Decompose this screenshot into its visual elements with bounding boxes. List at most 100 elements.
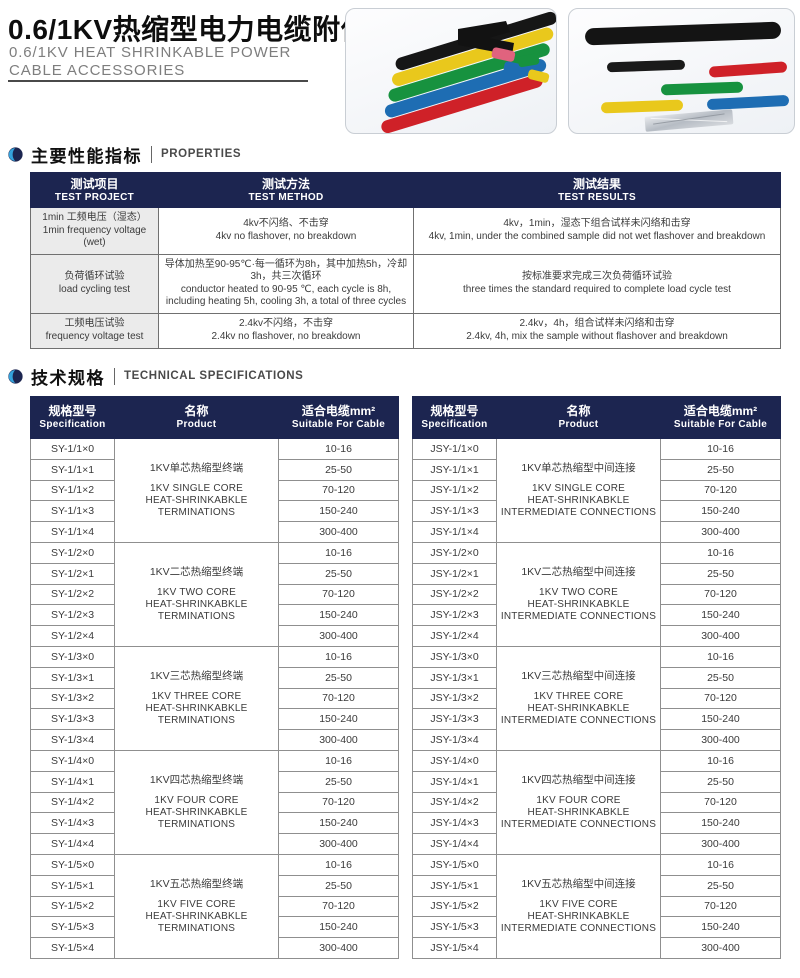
piece-green <box>517 53 540 68</box>
spec-row: SY-1/3×2 70-120 <box>30 687 399 710</box>
product-name-en: 1KV TWO CORE HEAT-SHRINKABKLE INTERMEDIA… <box>500 586 657 622</box>
breakout-boot <box>458 21 514 55</box>
cell-text-en: Specification <box>421 419 488 430</box>
spec-tbody: SY-1/1×0 1KV单芯热缩型终端 1KV SINGLE CORE HEAT-S… <box>30 438 399 959</box>
spec-row: SY-1/5×4 300-400 <box>30 937 399 959</box>
properties-header-row: 测试项目 TEST PROJECT 测试方法 TEST METHOD 测试结果 TEST … <box>30 172 781 208</box>
termination-kit-illustration <box>381 11 556 133</box>
spec-row: JSY-1/1×3 150-240 <box>412 500 781 523</box>
properties-row: 负荷循环试验 load cycling test 导体加热至90-95℃·每一循环为… <box>30 253 781 314</box>
product-name-zh: 1KV四芯热缩型终端 <box>149 773 244 786</box>
tube-blue <box>707 95 789 110</box>
cable-range-cell: 150-240 <box>660 812 781 835</box>
product-cell: 1KV三芯热缩型中间连接 1KV THREE CORE HEAT-SHRINKAB… <box>496 645 661 751</box>
model-cell: JSY-1/3×2 <box>412 687 497 710</box>
tube-red <box>709 61 787 78</box>
cable-range-cell: 10-16 <box>660 645 781 668</box>
test-result-cell: 2.4kv，4h，组合试样未闪络和击穿 2.4kv, 4h, mix the sa… <box>413 312 781 349</box>
cable-range-cell: 300-400 <box>660 729 781 751</box>
spec-table-connections: 规格型号 Specification 名称 Product 适合电缆mm² Suitabl… <box>412 396 781 959</box>
cable-range-cell: 10-16 <box>660 541 781 564</box>
properties-thead: 测试项目 TEST PROJECT 测试方法 TEST METHOD 测试结果 TEST … <box>30 172 781 208</box>
cell-text-zh: 测试方法 <box>261 176 310 191</box>
cell-text-en: frequency voltage test <box>45 330 144 342</box>
product-cell: 1KV单芯热缩型终端 1KV SINGLE CORE HEAT-SHRINKABK… <box>114 438 279 543</box>
cell-text-zh: 导体加热至90-95℃·每一循环为8h，其中加热5h，冷却3h，共三次循环 <box>164 258 408 283</box>
model-cell: JSY-1/5×2 <box>412 895 497 918</box>
model-cell: JSY-1/3×3 <box>412 708 497 731</box>
model-cell: SY-1/2×0 <box>30 541 115 564</box>
page-title: 0.6/1KV热缩型电力电缆附件 <box>8 14 370 45</box>
spec-row: JSY-1/4×2 70-120 <box>412 791 781 814</box>
cable-range-cell: 70-120 <box>278 687 399 710</box>
model-cell: SY-1/5×0 <box>30 853 115 876</box>
cell-text-en: 2.4kv, 4h, mix the sample without flasho… <box>466 330 728 342</box>
cell-text-zh: 测试结果 <box>572 176 621 191</box>
spec-thead: 规格型号 Specification 名称 Product 适合电缆mm² Suitabl… <box>412 396 781 439</box>
cable-range-cell: 25-50 <box>278 770 399 793</box>
spec-row: JSY-1/3×0 1KV三芯热缩型中间连接 1KV THREE CORE HEAT… <box>412 645 781 751</box>
product-name-zh: 1KV四芯热缩型中间连接 <box>521 773 636 786</box>
test-method-cell: 导体加热至90-95℃·每一循环为8h，其中加热5h，冷却3h，共三次循环 con… <box>158 253 414 314</box>
model-cell: SY-1/2×2 <box>30 583 115 606</box>
spec-header-cable: 适合电缆mm² Suitable For Cable <box>660 396 781 439</box>
spec-row: JSY-1/4×0 1KV四芯热缩型中间连接 1KV FOUR CORE HEAT-… <box>412 749 781 855</box>
model-cell: JSY-1/4×1 <box>412 770 497 793</box>
section-title-divider <box>114 367 115 385</box>
cell-text-en: 2.4kv no flashover, no breakdown <box>211 330 361 342</box>
cell-text-en: three times the standard required to com… <box>463 283 731 295</box>
section-title-divider <box>151 145 152 163</box>
cable-range-cell: 70-120 <box>278 479 399 502</box>
cable-range-cell: 300-400 <box>660 521 781 543</box>
section-bullet-icon <box>8 368 23 384</box>
cable-range-cell: 70-120 <box>660 791 781 814</box>
product-name-en: 1KV THREE CORE HEAT-SHRINKABKLE TERMINAT… <box>145 690 248 726</box>
test-project-cell: 1min 工频电压（湿态） 1min frequency voltage (wet… <box>30 207 159 255</box>
spec-row: JSY-1/4×1 25-50 <box>412 770 781 793</box>
cell-text-zh: 规格型号 <box>48 404 97 418</box>
spec-header-cable: 适合电缆mm² Suitable For Cable <box>278 396 399 439</box>
model-cell: JSY-1/4×4 <box>412 833 497 855</box>
model-cell: JSY-1/2×1 <box>412 562 497 585</box>
cable-range-cell: 150-240 <box>278 604 399 627</box>
model-cell: JSY-1/4×0 <box>412 749 497 772</box>
cable-range-cell: 10-16 <box>660 749 781 772</box>
cell-text-en: TEST RESULTS <box>558 191 636 203</box>
model-cell: SY-1/3×2 <box>30 687 115 710</box>
spec-row: SY-1/1×0 1KV单芯热缩型终端 1KV SINGLE CORE HEAT-S… <box>30 438 399 543</box>
section-title-en: PROPERTIES <box>161 148 242 160</box>
cell-text-en: Product <box>176 419 217 430</box>
model-cell: JSY-1/1×0 <box>412 438 497 460</box>
cell-text-en: Product <box>558 419 599 430</box>
spec-tbody: JSY-1/1×0 1KV单芯热缩型中间连接 1KV SINGLE CORE HEA… <box>412 438 781 959</box>
piece-yellow <box>527 69 550 83</box>
cell-text-zh: 4kv，1min，湿态下组合试样未闪络和击穿 <box>503 218 691 230</box>
cell-text-en: 4kv, 1min, under the combined sample did… <box>428 230 766 242</box>
product-cell: 1KV五芯热缩型终端 1KV FIVE CORE HEAT-SHRINKABKLE… <box>114 853 279 959</box>
product-name-zh: 1KV二芯热缩型终端 <box>149 565 244 578</box>
spec-row: JSY-1/5×4 300-400 <box>412 937 781 959</box>
spec-header-specification: 规格型号 Specification <box>412 396 497 439</box>
cell-text-zh: 名称 <box>184 404 209 418</box>
spec-row: SY-1/2×1 25-50 <box>30 562 399 585</box>
section-properties-header: 主要性能指标 PROPERTIES <box>8 142 241 166</box>
spec-row: SY-1/1×1 25-50 <box>30 458 399 481</box>
product-name-zh: 1KV二芯热缩型中间连接 <box>521 565 636 578</box>
model-cell: SY-1/1×1 <box>30 458 115 481</box>
cable-range-cell: 70-120 <box>278 791 399 814</box>
spec-row: JSY-1/5×0 1KV五芯热缩型中间连接 1KV FIVE CORE HEAT-… <box>412 853 781 959</box>
test-method-cell: 2.4kv不闪络，不击穿 2.4kv no flashover, no break… <box>158 312 414 349</box>
model-cell: JSY-1/2×4 <box>412 625 497 647</box>
spec-row: JSY-1/2×4 300-400 <box>412 625 781 647</box>
model-cell: SY-1/1×2 <box>30 479 115 502</box>
model-cell: SY-1/4×2 <box>30 791 115 814</box>
cell-text-zh: 2.4kv不闪络，不击穿 <box>239 318 333 329</box>
product-name-zh: 1KV单芯热缩型中间连接 <box>521 461 636 474</box>
product-name-zh: 1KV五芯热缩型终端 <box>149 877 244 890</box>
cable-range-cell: 10-16 <box>278 749 399 772</box>
tube-blue <box>384 59 547 118</box>
spec-row: SY-1/4×0 1KV四芯热缩型终端 1KV FOUR CORE HEAT-SHR… <box>30 749 399 855</box>
product-photo-terminations <box>345 8 557 134</box>
product-name-zh: 1KV三芯热缩型终端 <box>149 669 244 682</box>
